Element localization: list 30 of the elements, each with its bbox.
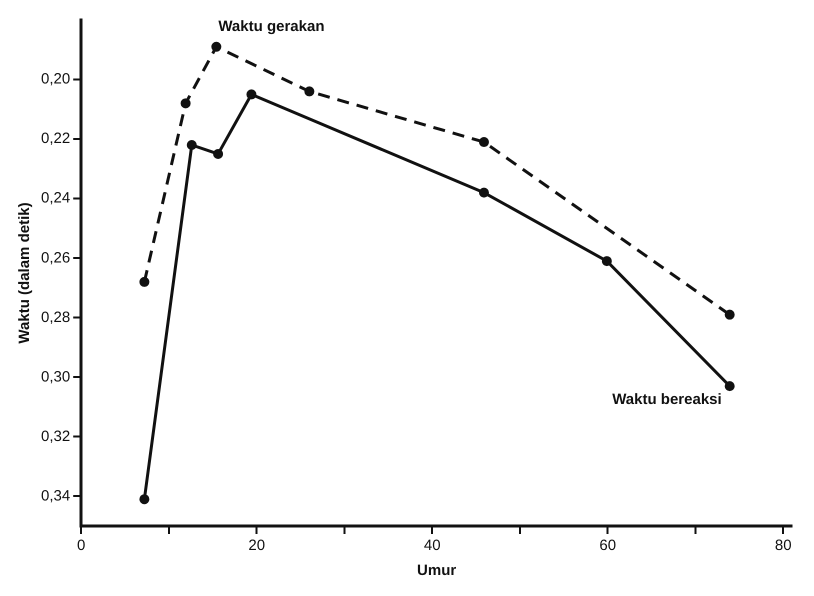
point	[304, 86, 314, 96]
point	[211, 42, 222, 52]
x-tick-label: 20	[248, 537, 266, 554]
y-tick-label: 0,28	[40, 308, 70, 326]
x-tick-label: 60	[599, 537, 616, 554]
y-tick-label: 0,34	[40, 487, 70, 504]
series-label: Waktu bereaksi	[612, 391, 722, 408]
x-tick-label: 80	[774, 537, 792, 554]
y-axis-title: Waktu (dalam detik)	[16, 202, 34, 344]
point	[602, 256, 612, 266]
y-tick-label: 0,20	[40, 70, 70, 88]
point	[139, 494, 150, 504]
y-tick-label: 0,32	[40, 428, 70, 445]
point	[139, 276, 150, 287]
point	[478, 137, 489, 148]
point	[724, 310, 735, 320]
point	[724, 381, 735, 392]
point	[180, 98, 191, 108]
point	[246, 89, 256, 100]
point	[478, 188, 489, 198]
x-axis-title: Umur	[417, 562, 456, 580]
point	[213, 148, 224, 159]
y-tick-label: 0,30	[40, 368, 70, 386]
y-tick-label: 0,22	[40, 130, 70, 148]
y-tick-label: 0,24	[40, 190, 70, 207]
series-label: Waktu gerakan	[218, 18, 324, 35]
x-tick-label: 40	[424, 537, 441, 554]
y-tick-label: 0,26	[40, 249, 70, 266]
point	[186, 140, 197, 150]
x-tick-label: 0	[77, 537, 86, 554]
